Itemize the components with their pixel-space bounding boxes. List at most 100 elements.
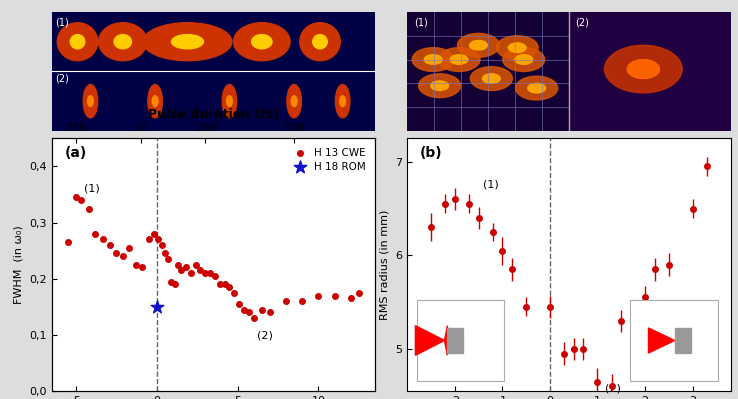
Point [190, 261, 201, 268]
Ellipse shape [438, 47, 480, 71]
Bar [407, 12, 569, 131]
Bar [675, 328, 691, 353]
Point [156, 242, 168, 248]
Point [75, 197, 86, 203]
Point [199, 270, 211, 276]
Ellipse shape [227, 96, 232, 107]
Point [214, 281, 226, 288]
Point [204, 270, 216, 276]
Ellipse shape [627, 59, 660, 79]
Point [130, 261, 142, 268]
Ellipse shape [58, 23, 97, 61]
Point [111, 250, 123, 257]
Ellipse shape [70, 35, 85, 49]
Ellipse shape [222, 85, 237, 118]
Y-axis label: FWHM  (in ω₀): FWHM (in ω₀) [13, 225, 24, 304]
Point [165, 279, 177, 285]
Ellipse shape [148, 85, 162, 118]
Ellipse shape [335, 85, 350, 118]
Point [162, 256, 174, 262]
Point [229, 290, 241, 296]
Point [142, 236, 154, 243]
Polygon shape [649, 328, 675, 353]
Ellipse shape [313, 35, 327, 49]
Ellipse shape [114, 35, 131, 49]
Text: (a): (a) [65, 146, 87, 160]
Ellipse shape [450, 55, 468, 64]
Point [117, 253, 128, 259]
Ellipse shape [604, 45, 682, 93]
Y-axis label: RMS radius (in mm): RMS radius (in mm) [380, 209, 390, 320]
Text: (1): (1) [55, 18, 69, 28]
Bar [630, 300, 717, 381]
Point [148, 231, 159, 237]
Point [180, 264, 192, 271]
Point [195, 267, 207, 273]
Ellipse shape [496, 36, 538, 59]
Ellipse shape [508, 43, 526, 52]
Ellipse shape [292, 96, 297, 107]
Point [159, 250, 170, 257]
Ellipse shape [470, 67, 512, 91]
Point [218, 281, 230, 288]
Text: (1): (1) [483, 180, 499, 190]
Ellipse shape [339, 96, 345, 107]
Legend: H 13 CWE, H 18 ROM: H 13 CWE, H 18 ROM [286, 144, 370, 176]
Ellipse shape [469, 41, 487, 50]
Ellipse shape [503, 47, 545, 71]
Point [104, 242, 116, 248]
Ellipse shape [424, 55, 442, 64]
Point [328, 292, 340, 299]
Ellipse shape [458, 34, 500, 57]
Point [89, 231, 101, 237]
Ellipse shape [88, 96, 94, 107]
Point [224, 284, 235, 290]
Text: (2): (2) [257, 331, 273, 341]
Text: (2): (2) [576, 18, 590, 28]
Ellipse shape [143, 23, 232, 61]
Point [345, 295, 356, 302]
Point [184, 270, 196, 276]
Point [62, 239, 74, 245]
Text: (b): (b) [420, 146, 443, 160]
Bar [417, 300, 504, 381]
Text: (2): (2) [604, 383, 621, 393]
Ellipse shape [287, 85, 301, 118]
Bar [447, 328, 463, 353]
Text: (1): (1) [414, 18, 427, 28]
Text: (1): (1) [84, 184, 100, 194]
Point [172, 261, 184, 268]
Ellipse shape [412, 47, 454, 71]
Point [153, 236, 165, 243]
Point [256, 306, 268, 313]
Ellipse shape [99, 23, 147, 61]
Ellipse shape [171, 35, 204, 49]
Point [238, 306, 250, 313]
Point [297, 298, 308, 304]
X-axis label: Pulse duration (fs): Pulse duration (fs) [148, 108, 279, 121]
Point [97, 236, 109, 243]
Ellipse shape [233, 23, 290, 61]
Point [264, 309, 276, 316]
Ellipse shape [431, 81, 449, 91]
Point [83, 205, 94, 212]
Ellipse shape [515, 55, 533, 64]
Text: (2): (2) [55, 74, 69, 84]
Point [151, 304, 162, 310]
Point [123, 245, 135, 251]
Point [137, 264, 148, 271]
Ellipse shape [83, 85, 97, 118]
Point [353, 290, 365, 296]
Ellipse shape [152, 96, 158, 107]
Ellipse shape [300, 23, 340, 61]
Point [209, 273, 221, 279]
Point [233, 301, 245, 307]
Ellipse shape [516, 76, 558, 100]
Point [243, 309, 255, 316]
Point [280, 298, 292, 304]
Ellipse shape [418, 74, 461, 98]
Point [248, 315, 260, 321]
Polygon shape [415, 326, 444, 355]
Polygon shape [444, 326, 447, 355]
Point [70, 194, 82, 200]
